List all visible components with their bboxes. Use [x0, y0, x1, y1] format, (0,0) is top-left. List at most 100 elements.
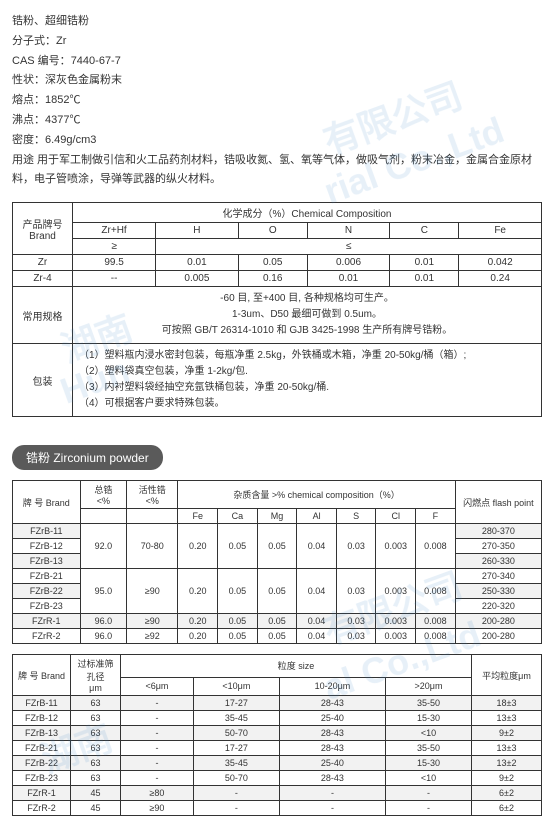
t2b-sieve: 过标准筛 孔径 μm: [71, 655, 121, 696]
density-label: 密度：: [12, 134, 45, 146]
table-cell: 0.005: [156, 271, 239, 287]
table-cell: FZrB-21: [13, 741, 71, 756]
table-cell: 200-280: [455, 614, 541, 629]
pkg-line-1: （1）塑料瓶内浸水密封包装，每瓶净重 2.5kg，外铁桶或木箱，净重 20-50…: [79, 348, 535, 364]
table-cell: FZrB-23: [13, 771, 71, 786]
table-cell: FZrB-22: [13, 756, 71, 771]
zirconium-table-b: 牌 号 Brand 过标准筛 孔径 μm 粒度 size 平均粒度μm <6μm…: [12, 654, 542, 816]
table-cell: 63: [71, 696, 121, 711]
table-cell: 0.03: [336, 629, 376, 644]
table-cell: FZrB-12: [13, 539, 81, 554]
table-cell: 0.003: [376, 524, 416, 569]
appearance: 深灰色金属粉末: [45, 74, 122, 86]
table-cell: FZrB-13: [13, 554, 81, 569]
spec-line-3: 可按照 GB/T 26314-1010 和 GJB 3425-1998 生产所有…: [79, 323, 535, 339]
spec-label: 常用规格: [13, 287, 73, 344]
table-cell: 220-320: [455, 599, 541, 614]
comp-col: N: [307, 223, 390, 239]
table-cell: 0.05: [257, 614, 297, 629]
table-cell: 0.05: [218, 629, 258, 644]
imp-col: Cl: [376, 509, 416, 524]
table-cell: -: [121, 771, 194, 786]
zirconium-table-a: 牌 号 Brand 总锆<% 活性锆<% 杂质含量 >% chemical co…: [12, 480, 542, 644]
size-col: >20μm: [386, 677, 472, 696]
t2a-total: 总锆: [94, 485, 112, 495]
table-cell: 200-280: [455, 629, 541, 644]
table-cell: 0.01: [390, 255, 459, 271]
t2a-total-sub: <%: [97, 496, 110, 506]
density: 6.49g/cm3: [45, 134, 96, 146]
table-cell: <10: [386, 771, 472, 786]
table-cell: 0.003: [376, 569, 416, 614]
table-cell: 28-43: [279, 696, 385, 711]
table-cell: 28-43: [279, 771, 385, 786]
table-cell: 63: [71, 711, 121, 726]
table-cell: 96.0: [80, 614, 127, 629]
table-cell: 25-40: [279, 711, 385, 726]
table-cell: 0.042: [459, 255, 542, 271]
table-cell: 280-370: [455, 524, 541, 539]
table-cell: 9±2: [472, 771, 542, 786]
comp-col: Zr+Hf: [73, 223, 156, 239]
imp-col: S: [336, 509, 376, 524]
use-label: 用途: [12, 154, 34, 166]
table-cell: -: [279, 801, 385, 816]
table-cell: 17-27: [193, 696, 279, 711]
table-cell: 35-45: [193, 711, 279, 726]
t2a-brand: 牌 号 Brand: [13, 481, 81, 524]
table-cell: 17-27: [193, 741, 279, 756]
table-cell: 260-330: [455, 554, 541, 569]
comp-col: H: [156, 223, 239, 239]
table-cell: 0.006: [307, 255, 390, 271]
table-cell: 63: [71, 741, 121, 756]
comp-col: C: [390, 223, 459, 239]
table-cell: 0.05: [257, 629, 297, 644]
table-cell: 0.03: [336, 569, 376, 614]
table-cell: 250-330: [455, 584, 541, 599]
table-cell: ≥90: [127, 569, 178, 614]
composition-table: 产品牌号Brand 化学成分（%）Chemical Composition Zr…: [12, 202, 542, 417]
table-cell: 70-80: [127, 524, 178, 569]
table-cell: FZrB-11: [13, 696, 71, 711]
table-cell: 6±2: [472, 801, 542, 816]
imp-col: Fe: [178, 509, 218, 524]
comp-col: O: [238, 223, 307, 239]
imp-col: Al: [297, 509, 337, 524]
table-cell: 63: [71, 771, 121, 786]
bp: 4377℃: [45, 114, 80, 126]
table-cell: 0.03: [336, 524, 376, 569]
table-cell: 45: [71, 801, 121, 816]
table-cell: -: [121, 711, 194, 726]
pkg-line-2: （2）塑料袋真空包装，净重 1-2kg/包.: [79, 364, 535, 380]
comp-col: Fe: [459, 223, 542, 239]
brand-header-cn: 产品牌号: [23, 220, 63, 231]
table-cell: Zr-4: [13, 271, 73, 287]
appearance-label: 性状：: [12, 74, 45, 86]
section-title: 锆粉 Zirconium powder: [12, 445, 163, 470]
table-cell: -: [386, 801, 472, 816]
formula: Zr: [56, 35, 66, 47]
t2a-imp: 杂质含量 >% chemical composition（%）: [178, 481, 455, 509]
table-cell: 0.24: [459, 271, 542, 287]
table-cell: 28-43: [279, 726, 385, 741]
table-cell: 0.16: [238, 271, 307, 287]
table-cell: 15-30: [386, 711, 472, 726]
table-cell: 0.05: [218, 614, 258, 629]
table-cell: 50-70: [193, 771, 279, 786]
table-cell: -: [121, 696, 194, 711]
size-col: <6μm: [121, 677, 194, 696]
table-cell: FZrB-23: [13, 599, 81, 614]
table-cell: 0.003: [376, 629, 416, 644]
pkg-label: 包装: [13, 344, 73, 417]
use-text: 用于军工制做引信和火工品药剂材料，锆吸收氮、氢、氧等气体，做吸气剂，粉末冶金，金…: [12, 154, 532, 186]
table-cell: 270-350: [455, 539, 541, 554]
imp-col: Mg: [257, 509, 297, 524]
table-cell: 0.03: [336, 614, 376, 629]
table-cell: 0.20: [178, 524, 218, 569]
table-cell: -: [121, 741, 194, 756]
brand-header-en: Brand: [29, 231, 56, 242]
table-cell: 28-43: [279, 741, 385, 756]
table-cell: 0.20: [178, 629, 218, 644]
table-cell: Zr: [13, 255, 73, 271]
spec-line-2: 1-3um、D50 最细可做到 0.5um。: [79, 307, 535, 323]
